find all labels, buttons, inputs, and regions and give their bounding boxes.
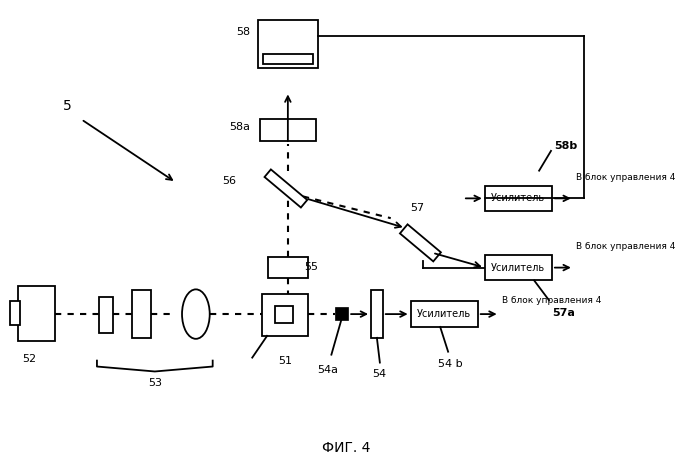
Text: 56: 56 <box>222 175 236 186</box>
Text: 54 b: 54 b <box>438 359 463 369</box>
Text: 54: 54 <box>372 369 386 380</box>
Text: Усилитель: Усилитель <box>491 263 545 273</box>
Text: 51: 51 <box>278 356 292 366</box>
Text: 58b: 58b <box>554 141 577 151</box>
Bar <box>371 290 383 338</box>
Text: 5: 5 <box>63 100 71 113</box>
Text: 57: 57 <box>410 203 425 213</box>
Ellipse shape <box>182 289 210 339</box>
Text: 55: 55 <box>303 262 317 272</box>
Bar <box>484 186 552 211</box>
Polygon shape <box>264 169 308 207</box>
Text: Усилитель: Усилитель <box>491 194 545 203</box>
Text: 58a: 58a <box>229 122 250 132</box>
Bar <box>263 54 312 64</box>
Bar <box>410 301 478 327</box>
Text: 52: 52 <box>22 354 37 363</box>
Text: В блок управления 4: В блок управления 4 <box>576 242 675 251</box>
Bar <box>131 290 152 338</box>
Text: 57a: 57a <box>552 308 575 318</box>
Text: 53: 53 <box>147 378 161 388</box>
Text: В блок управления 4: В блок управления 4 <box>576 173 675 182</box>
Polygon shape <box>400 225 441 262</box>
Bar <box>262 294 308 336</box>
Bar <box>268 257 308 278</box>
Bar <box>484 255 552 281</box>
Bar <box>275 306 293 323</box>
Bar <box>10 301 20 325</box>
Bar <box>336 307 348 320</box>
Bar <box>260 119 315 141</box>
Text: В блок управления 4: В блок управления 4 <box>502 296 601 305</box>
Text: 54a: 54a <box>317 364 338 375</box>
Text: Усилитель: Усилитель <box>417 309 471 319</box>
Bar <box>17 287 55 341</box>
Bar <box>258 20 317 68</box>
Text: ФИГ. 4: ФИГ. 4 <box>322 441 370 455</box>
Bar <box>99 297 113 333</box>
Text: 58: 58 <box>236 27 250 37</box>
